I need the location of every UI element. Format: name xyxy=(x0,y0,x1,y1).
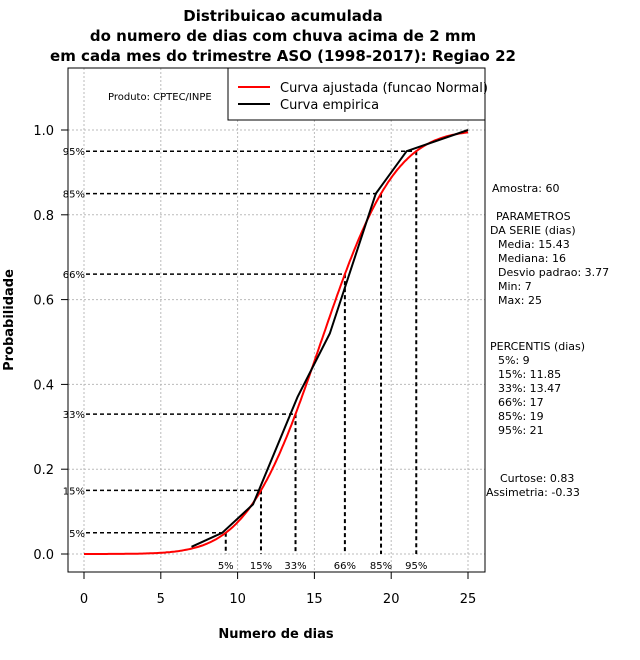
y-tick-label: 0.0 xyxy=(33,548,54,563)
percentile-y-label: 85% xyxy=(63,190,85,201)
percentile-x-label: 15% xyxy=(250,561,272,572)
param-mediana: Mediana: 16 xyxy=(498,252,566,265)
plot-frame xyxy=(67,67,486,573)
percentile-x-label: 95% xyxy=(405,561,427,572)
percentile-x-label: 5% xyxy=(218,561,234,572)
kurtosis: Curtose: 0.83 xyxy=(500,472,575,485)
percentile-5: 5%: 9 xyxy=(498,354,530,367)
x-tick-label: 25 xyxy=(460,592,477,607)
x-tick-label: 20 xyxy=(383,592,400,607)
percentile-85: 85%: 19 xyxy=(498,410,544,423)
fitted-normal-curve xyxy=(84,131,469,555)
credit-text: Produto: CPTEC/INPE xyxy=(108,92,212,103)
chart-title-line2: do numero de dias com chuva acima de 2 m… xyxy=(90,27,476,45)
y-axis-label: Probabilidade xyxy=(2,269,17,371)
y-tick-label: 0.8 xyxy=(33,209,54,224)
params-title1: PARAMETROS xyxy=(496,210,571,223)
param-media: Media: 15.43 xyxy=(498,238,570,251)
legend: Curva ajustada (funcao Normal) Curva emp… xyxy=(227,67,488,121)
axes: 0 5 10 15 20 25 0.0 0.2 0.4 0.6 0.8 1.0 xyxy=(33,124,476,607)
percentile-marks: 5% 5% 15% 15% 33% 33% 66% 66% 85% 85% 95% 95% xyxy=(63,147,428,572)
x-tick-label: 5 xyxy=(157,592,165,607)
legend-label-empirical: Curva empirica xyxy=(280,98,379,113)
y-tick-label: 0.4 xyxy=(33,378,54,393)
x-axis-label: Numero de dias xyxy=(218,627,334,642)
legend-label-fitted: Curva ajustada (funcao Normal) xyxy=(280,81,488,96)
sample-size: Amostra: 60 xyxy=(492,182,560,195)
percentile-y-label: 5% xyxy=(69,529,85,540)
percentile-x-label: 66% xyxy=(334,561,356,572)
skewness: Assimetria: -0.33 xyxy=(486,486,580,499)
percentile-y-label: 33% xyxy=(63,410,85,421)
percentile-y-label: 66% xyxy=(63,270,85,281)
param-desvio: Desvio padrao: 3.77 xyxy=(498,266,610,279)
chart-title-line1: Distribuicao acumulada xyxy=(183,7,382,25)
percentile-66: 66%: 17 xyxy=(498,396,544,409)
curves xyxy=(84,129,469,555)
param-min: Min: 7 xyxy=(498,280,532,293)
percentile-y-label: 95% xyxy=(63,147,85,158)
params-title2: DA SERIE (dias) xyxy=(490,224,576,237)
param-max: Max: 25 xyxy=(498,294,542,307)
y-tick-label: 0.6 xyxy=(33,294,54,309)
x-tick-label: 0 xyxy=(80,592,88,607)
percentile-x-label: 85% xyxy=(370,561,392,572)
y-tick-label: 0.2 xyxy=(33,463,54,478)
percentile-x-label: 33% xyxy=(284,561,306,572)
percentile-y-label: 15% xyxy=(63,486,85,497)
x-tick-label: 10 xyxy=(229,592,246,607)
y-tick-label: 1.0 xyxy=(33,124,54,139)
grid xyxy=(68,68,485,572)
chart-title-line3: em cada mes do trimestre ASO (1998-2017)… xyxy=(50,47,516,65)
percentile-15: 15%: 11.85 xyxy=(498,368,562,381)
percentile-95: 95%: 21 xyxy=(498,424,544,437)
x-tick-label: 15 xyxy=(306,592,323,607)
percentile-33: 33%: 13.47 xyxy=(498,382,562,395)
percentiles-title: PERCENTIS (dias) xyxy=(490,340,586,353)
empirical-curve xyxy=(191,129,469,548)
